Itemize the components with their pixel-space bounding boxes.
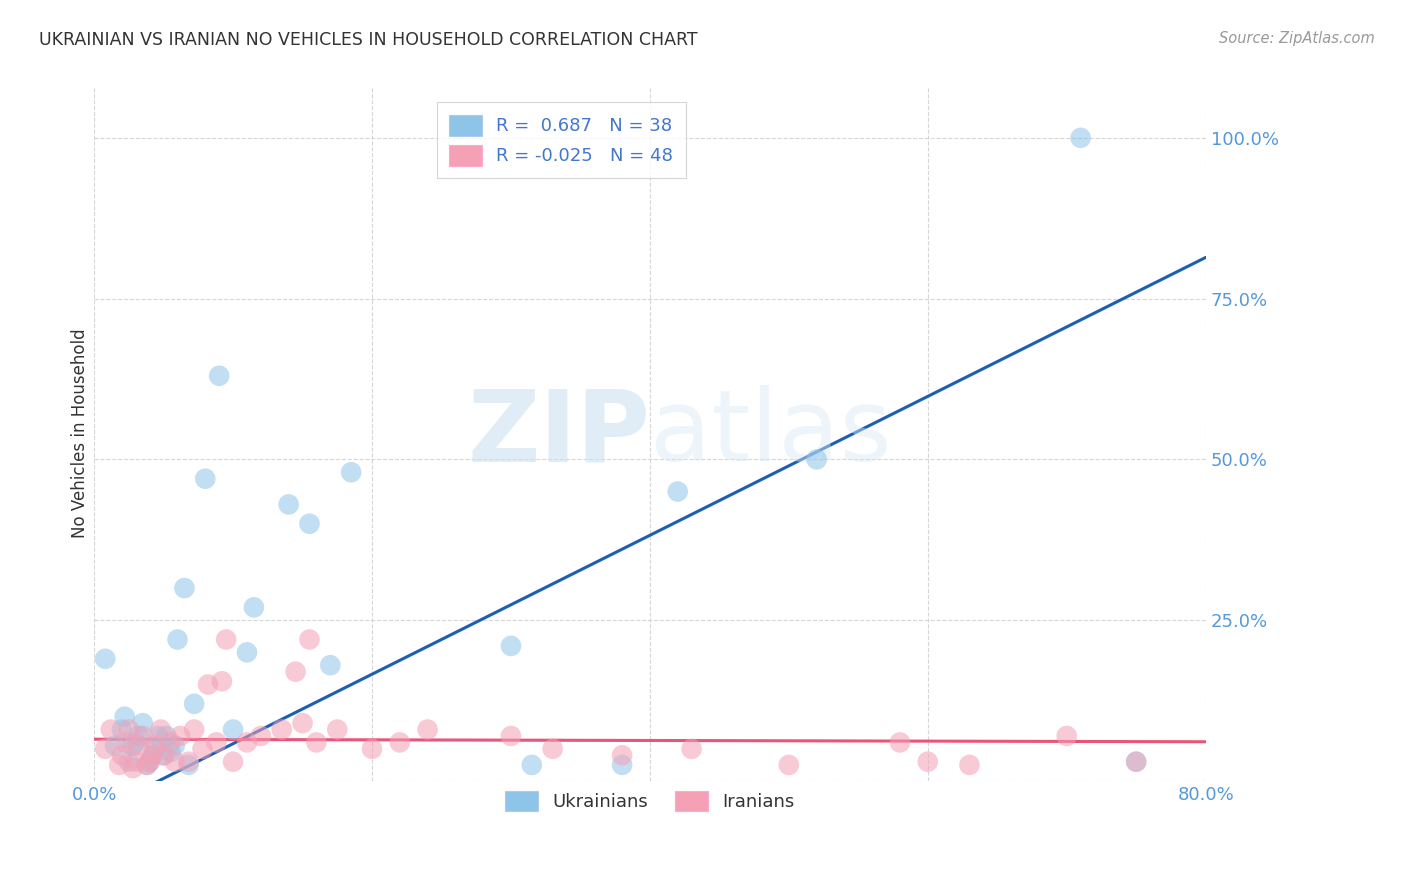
Point	[681, 742, 703, 756]
Point	[291, 716, 314, 731]
Point	[183, 723, 205, 737]
Point	[305, 735, 328, 749]
Point	[122, 739, 145, 753]
Point	[191, 742, 214, 756]
Point	[111, 723, 134, 737]
Point	[141, 748, 163, 763]
Point	[152, 748, 174, 763]
Point	[298, 632, 321, 647]
Text: atlas: atlas	[650, 385, 891, 483]
Point	[143, 739, 166, 753]
Point	[499, 729, 522, 743]
Point	[177, 755, 200, 769]
Point	[108, 758, 131, 772]
Point	[111, 748, 134, 763]
Point	[132, 716, 155, 731]
Point	[610, 758, 633, 772]
Text: UKRAINIAN VS IRANIAN NO VEHICLES IN HOUSEHOLD CORRELATION CHART: UKRAINIAN VS IRANIAN NO VEHICLES IN HOUS…	[39, 31, 697, 49]
Point	[319, 658, 342, 673]
Point	[211, 674, 233, 689]
Point	[128, 729, 150, 743]
Point	[146, 729, 169, 743]
Point	[298, 516, 321, 531]
Point	[215, 632, 238, 647]
Point	[361, 742, 384, 756]
Point	[163, 755, 186, 769]
Point	[125, 755, 148, 769]
Point	[917, 755, 939, 769]
Point	[114, 709, 136, 723]
Point	[138, 755, 160, 769]
Point	[138, 755, 160, 769]
Point	[118, 723, 141, 737]
Point	[177, 758, 200, 772]
Point	[159, 735, 181, 749]
Point	[169, 729, 191, 743]
Legend: Ukrainians, Iranians: Ukrainians, Iranians	[492, 778, 807, 824]
Point	[236, 735, 259, 749]
Point	[132, 729, 155, 743]
Point	[666, 484, 689, 499]
Point	[388, 735, 411, 749]
Point	[100, 723, 122, 737]
Text: ZIP: ZIP	[467, 385, 650, 483]
Point	[104, 739, 127, 753]
Point	[159, 745, 181, 759]
Text: Source: ZipAtlas.com: Source: ZipAtlas.com	[1219, 31, 1375, 46]
Point	[128, 739, 150, 753]
Point	[114, 735, 136, 749]
Point	[806, 452, 828, 467]
Point	[183, 697, 205, 711]
Point	[610, 748, 633, 763]
Point	[1056, 729, 1078, 743]
Point	[277, 498, 299, 512]
Point	[166, 632, 188, 647]
Point	[499, 639, 522, 653]
Point	[141, 748, 163, 763]
Point	[1125, 755, 1147, 769]
Point	[243, 600, 266, 615]
Point	[94, 742, 117, 756]
Point	[173, 581, 195, 595]
Point	[959, 758, 981, 772]
Point	[326, 723, 349, 737]
Point	[270, 723, 292, 737]
Point	[122, 761, 145, 775]
Point	[135, 758, 157, 772]
Point	[194, 472, 217, 486]
Point	[205, 735, 228, 749]
Point	[236, 645, 259, 659]
Point	[284, 665, 307, 679]
Point	[208, 368, 231, 383]
Y-axis label: No Vehicles in Household: No Vehicles in Household	[72, 329, 89, 539]
Point	[155, 729, 177, 743]
Point	[250, 729, 273, 743]
Point	[135, 758, 157, 772]
Point	[152, 748, 174, 763]
Point	[1070, 131, 1092, 145]
Point	[118, 755, 141, 769]
Point	[340, 465, 363, 479]
Point	[541, 742, 564, 756]
Point	[520, 758, 543, 772]
Point	[889, 735, 911, 749]
Point	[416, 723, 439, 737]
Point	[222, 723, 245, 737]
Point	[1125, 755, 1147, 769]
Point	[125, 735, 148, 749]
Point	[197, 677, 219, 691]
Point	[163, 739, 186, 753]
Point	[778, 758, 800, 772]
Point	[94, 652, 117, 666]
Point	[149, 723, 172, 737]
Point	[222, 755, 245, 769]
Point	[143, 742, 166, 756]
